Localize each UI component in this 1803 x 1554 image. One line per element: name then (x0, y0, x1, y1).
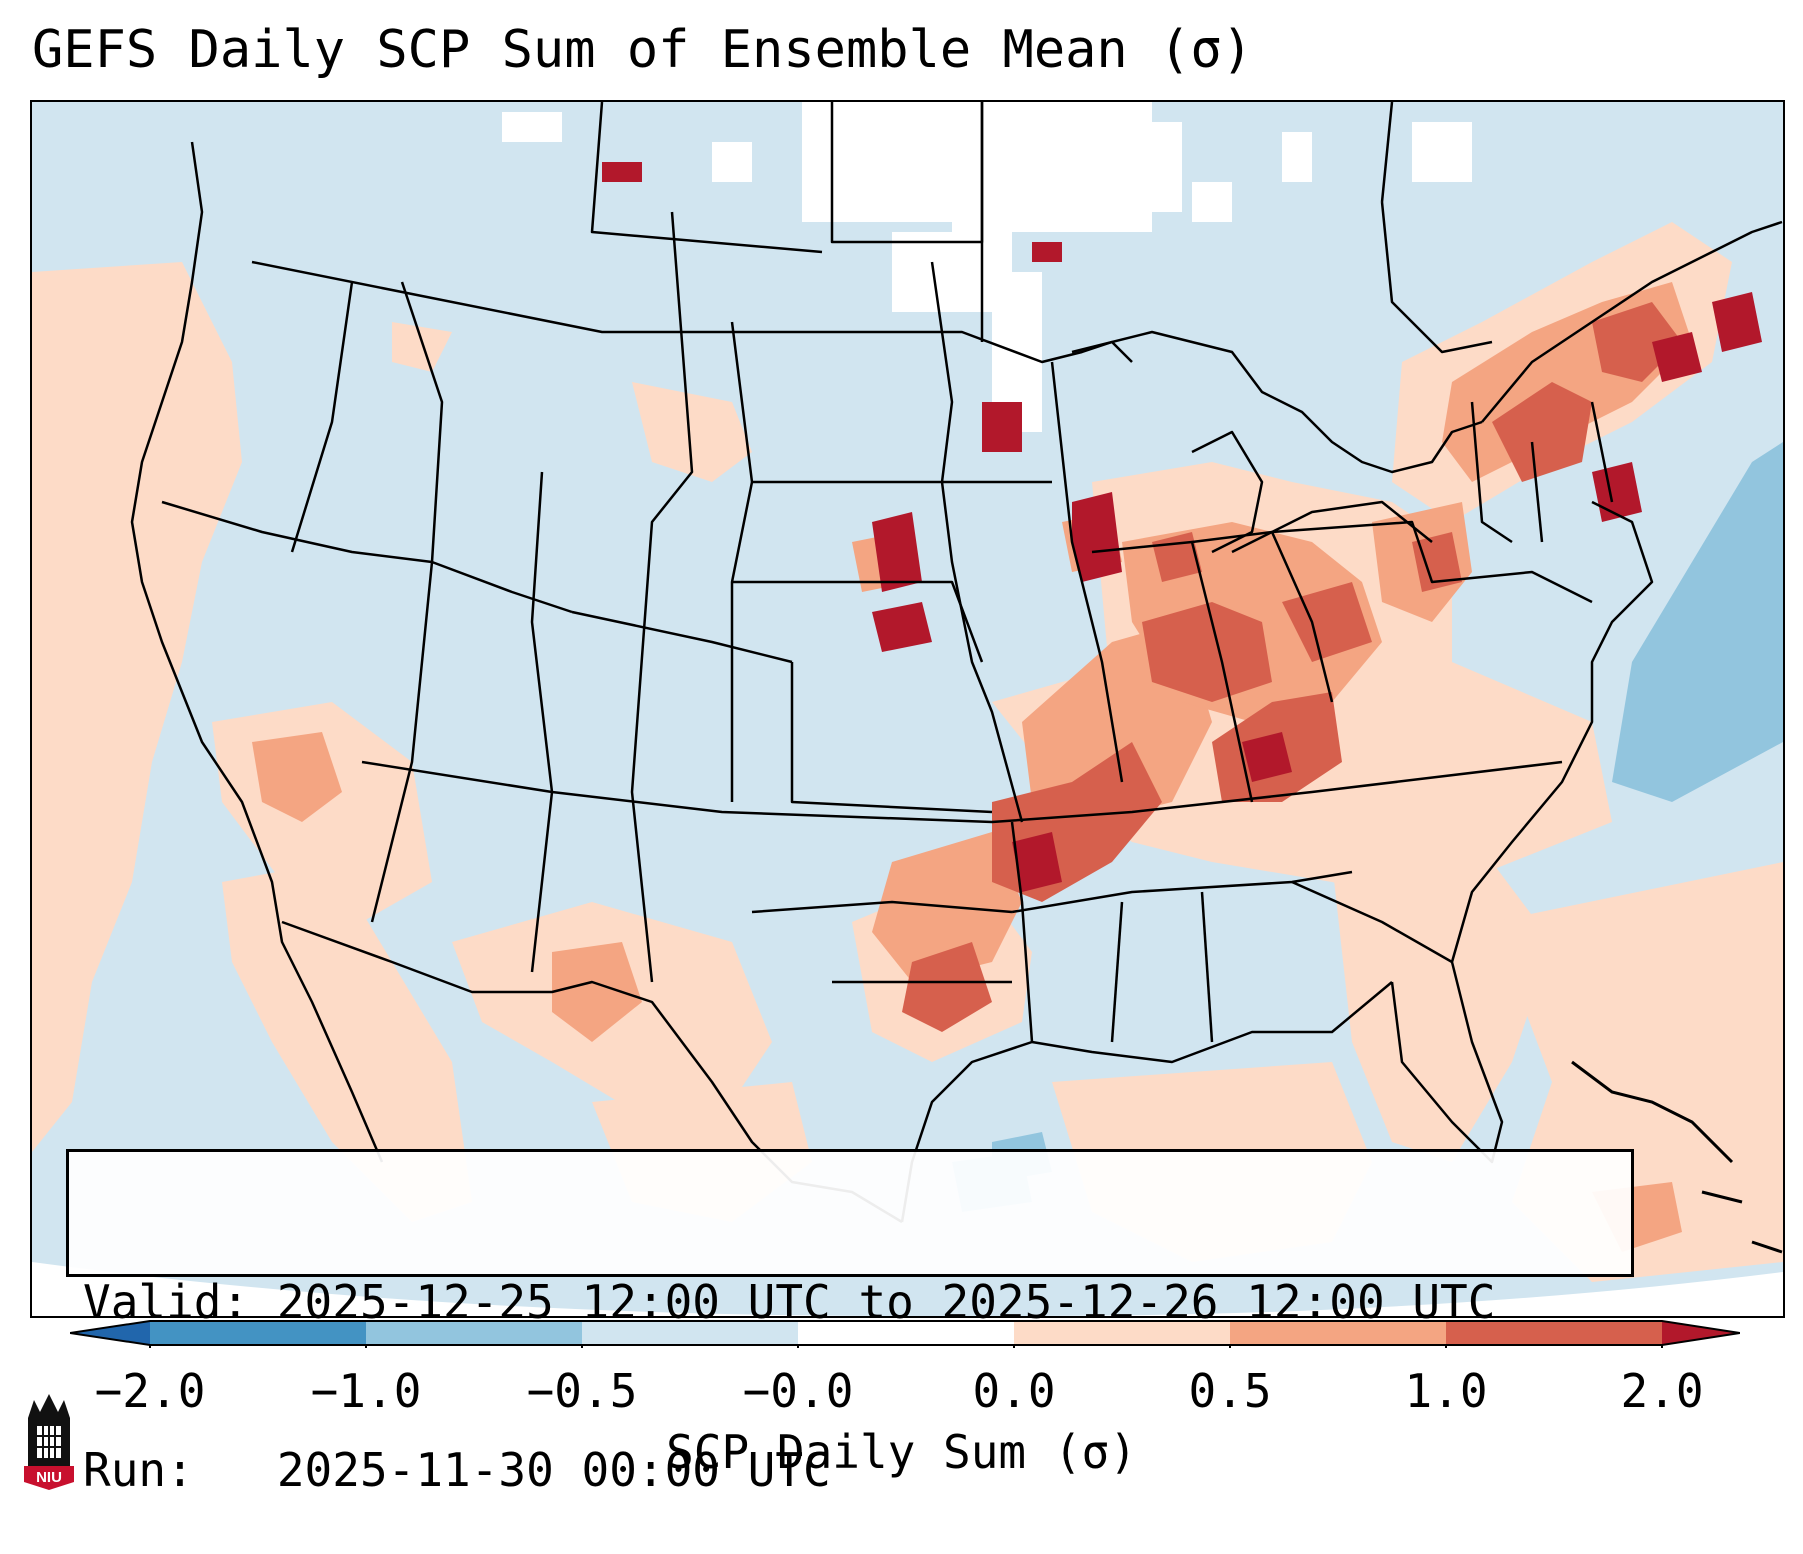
projection-corner-right (1032, 1272, 1783, 1316)
colorbar (70, 1320, 1740, 1348)
colorbar-label: SCP Daily Sum (σ) (666, 1425, 1137, 1479)
caribbean-islands (1571, 1060, 1783, 1254)
tick-label: 1.0 (1404, 1364, 1488, 1418)
tick-label: 0.0 (972, 1364, 1056, 1418)
niu-logo: NIU (24, 1394, 74, 1490)
tick-label: −2.0 (94, 1364, 206, 1418)
run-time: Run: 2025-11-30 00:00 UTC (83, 1443, 831, 1497)
logo-text: NIU (36, 1469, 62, 1486)
map-title: GEFS Daily SCP Sum of Ensemble Mean (σ) (32, 20, 1253, 80)
tick-label: 0.5 (1188, 1364, 1272, 1418)
colorbar-segment-5 (1014, 1321, 1230, 1345)
scp-map (32, 102, 1783, 1316)
map-frame (30, 100, 1785, 1318)
projection-corner-left (32, 1262, 907, 1316)
colorbar-segment-2 (366, 1321, 582, 1345)
boundaries (130, 102, 1783, 1224)
tick-label: −0.0 (742, 1364, 854, 1418)
colorbar-segment-6 (1230, 1321, 1446, 1345)
tick-label: −0.5 (526, 1364, 638, 1418)
colorbar-segment-4 (798, 1321, 1014, 1345)
colorbar-extend-low (70, 1321, 150, 1345)
colorbar-extend-high (1662, 1321, 1740, 1345)
colorbar-segment-3 (582, 1321, 798, 1345)
tick-label: −1.0 (310, 1364, 422, 1418)
colorbar-segment-1 (150, 1321, 366, 1345)
tick-label: 2.0 (1620, 1364, 1704, 1418)
info-box: Valid: 2025-12-25 12:00 UTC to 2025-12-2… (66, 1149, 1634, 1497)
colorbar-ticks (149, 1345, 1663, 1348)
colorbar-segment-7 (1446, 1321, 1662, 1345)
